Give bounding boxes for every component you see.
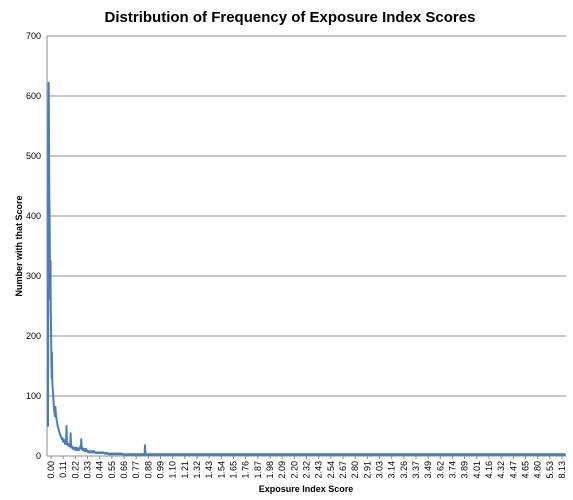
x-tick-label: 4.01 <box>472 461 482 479</box>
x-tick-label: 2.67 <box>338 461 348 479</box>
y-tick-label: 200 <box>26 331 41 341</box>
x-tick-label: 2.09 <box>277 461 287 479</box>
x-tick-label: 4.47 <box>508 461 518 479</box>
y-tick-label: 100 <box>26 391 41 401</box>
y-axis-label: Number with that Score <box>14 195 24 296</box>
x-tick-label: 2.91 <box>362 461 372 479</box>
x-tick-label: 4.80 <box>533 461 543 479</box>
chart-title: Distribution of Frequency of Exposure In… <box>105 9 476 26</box>
x-tick-label: 1.21 <box>180 461 190 479</box>
x-axis-label: Exposure Index Score <box>259 484 354 494</box>
x-tick-label: 1.54 <box>216 461 226 479</box>
x-tick-label: 0.88 <box>143 461 153 479</box>
x-tick-label: 1.87 <box>253 461 263 479</box>
series-line <box>47 81 566 456</box>
x-tick-label: 1.43 <box>204 461 214 479</box>
grid-lines <box>47 35 566 397</box>
x-tick-label: 3.37 <box>411 461 421 479</box>
y-tick-label: 300 <box>26 271 41 281</box>
x-tick-label: 4.16 <box>484 461 494 479</box>
y-tick-label: 500 <box>26 151 41 161</box>
x-tick-label: 2.80 <box>350 461 360 479</box>
axes <box>46 36 566 457</box>
x-tick-label: 0.33 <box>83 461 93 479</box>
x-tick-label: 1.10 <box>168 461 178 479</box>
x-tick-label: 2.54 <box>326 461 336 479</box>
x-tick-label: 5.53 <box>545 461 555 479</box>
x-tick-label: 3.62 <box>435 461 445 479</box>
x-tick-label: 0.77 <box>131 461 141 479</box>
x-tick-label: 3.26 <box>399 461 409 479</box>
x-tick-label: 0.22 <box>70 461 80 479</box>
x-tick-label: 3.03 <box>375 461 385 479</box>
x-tick-label: 1.32 <box>192 461 202 479</box>
x-tick-label: 8.13 <box>557 461 567 479</box>
x-tick-label: 0.11 <box>58 461 68 478</box>
y-tick-label: 400 <box>26 211 41 221</box>
y-tick-labels: 0 100 200 300 400 500 600 700 <box>26 31 41 461</box>
x-tick-label: 0.66 <box>119 461 129 479</box>
x-tick-label: 3.89 <box>460 461 470 479</box>
x-tick-label: 2.43 <box>314 461 324 479</box>
x-tick-label: 4.32 <box>496 461 506 479</box>
x-tick-label: 0.55 <box>107 461 117 479</box>
x-tick-label: 0.44 <box>95 461 105 479</box>
y-tick-label: 600 <box>26 91 41 101</box>
series-layer <box>47 81 566 456</box>
y-tick-label: 700 <box>26 31 41 41</box>
x-tick-label: 1.65 <box>229 461 239 479</box>
x-tick-label: 4.65 <box>521 461 531 479</box>
x-tick-label: 0.99 <box>156 461 166 479</box>
x-tick-labels: 0.00 0.11 0.22 0.33 0.44 0.55 0.66 0.77 0.88 0.99… <box>46 456 567 479</box>
x-tick-label: 0.00 <box>46 461 56 479</box>
x-tick-label: 3.14 <box>387 461 397 479</box>
x-tick-label: 2.32 <box>302 461 312 479</box>
y-tick-label: 0 <box>36 451 41 461</box>
x-tick-label: 3.74 <box>448 461 458 479</box>
x-tick-label: 1.98 <box>265 461 275 479</box>
x-tick-label: 3.49 <box>423 461 433 479</box>
x-tick-label: 2.20 <box>289 461 299 479</box>
x-tick-label: 1.76 <box>241 461 251 479</box>
